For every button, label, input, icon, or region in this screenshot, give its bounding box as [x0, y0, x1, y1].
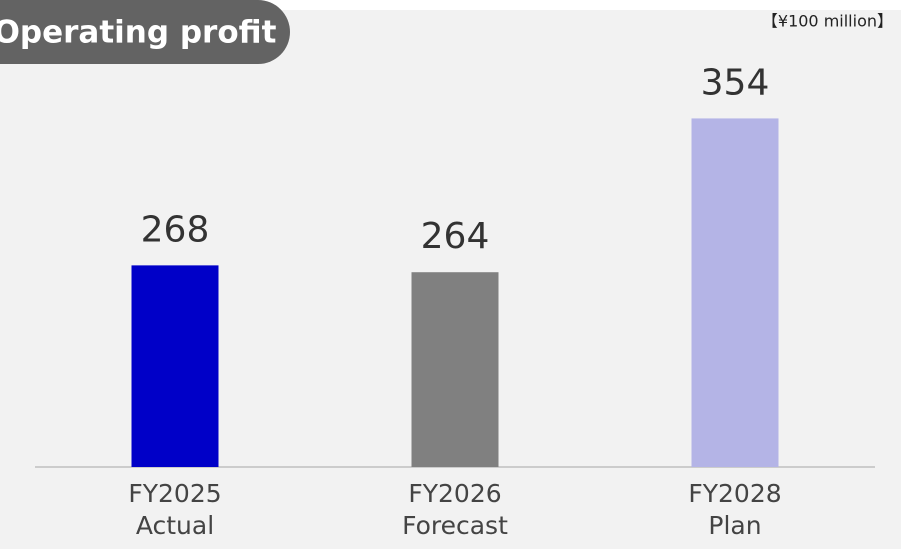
x-tick-label: FY2028 [688, 479, 781, 508]
title-pill [0, 0, 290, 64]
value-label: 268 [141, 209, 210, 250]
bar [691, 118, 779, 467]
value-label: 354 [701, 62, 770, 103]
chart-title: Operating profit [0, 15, 277, 51]
bar [131, 265, 219, 467]
x-tick-label: Actual [136, 511, 214, 540]
unit-label: 【¥100 million】 [762, 12, 893, 31]
x-tick-label: Plan [708, 511, 761, 540]
x-tick-label: FY2026 [408, 479, 501, 508]
bar [411, 272, 499, 467]
value-label: 264 [421, 216, 490, 257]
x-tick-label: FY2025 [128, 479, 221, 508]
x-tick-label: Forecast [402, 511, 508, 540]
